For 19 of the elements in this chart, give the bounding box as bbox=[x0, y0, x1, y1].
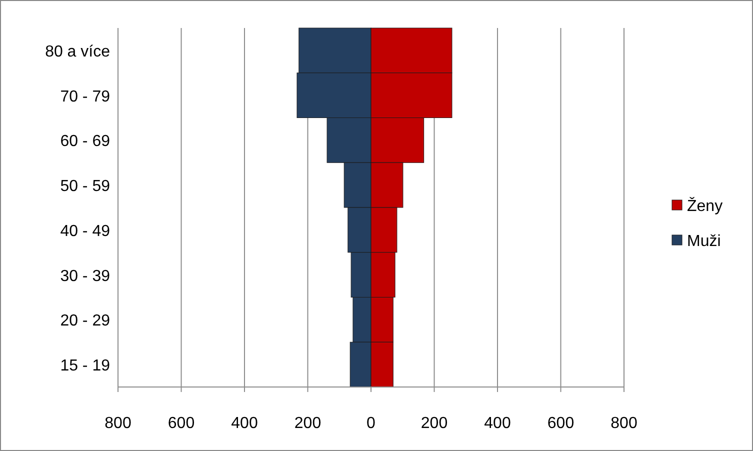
y-tick-label: 40 - 49 bbox=[60, 222, 110, 240]
x-tick-label: 800 bbox=[104, 415, 132, 432]
x-tick-label: 200 bbox=[420, 415, 448, 432]
x-tick-label: 800 bbox=[610, 415, 638, 432]
y-tick-label: 30 - 39 bbox=[60, 268, 110, 285]
y-tick-label: 70 - 79 bbox=[60, 88, 110, 106]
x-tick-label: 600 bbox=[547, 415, 574, 432]
x-tick-label: 0 bbox=[366, 415, 376, 432]
x-tick-label: 400 bbox=[231, 415, 258, 432]
legend-label: Muži bbox=[687, 233, 721, 250]
y-tick-label: 20 - 29 bbox=[60, 312, 110, 330]
y-tick-label: 50 - 59 bbox=[60, 178, 110, 196]
y-tick-label: 80 a více bbox=[45, 43, 110, 60]
x-tick-label: 200 bbox=[294, 415, 322, 432]
y-tick-label: 15 - 19 bbox=[60, 358, 110, 375]
x-tick-label: 400 bbox=[484, 415, 511, 432]
y-tick-label: 60 - 69 bbox=[60, 133, 110, 150]
legend-label: Ženy bbox=[687, 197, 723, 215]
x-tick-label: 600 bbox=[168, 415, 195, 432]
